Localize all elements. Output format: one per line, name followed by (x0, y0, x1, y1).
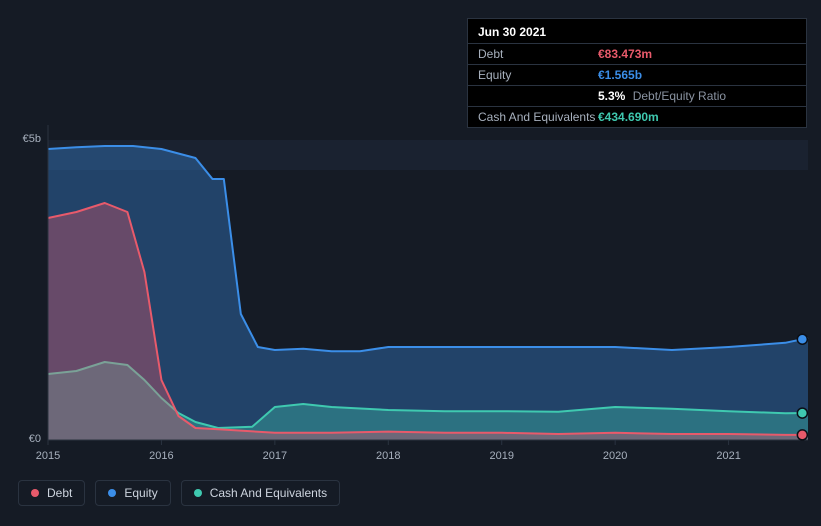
tooltip-row: Cash And Equivalents€434.690m (468, 106, 806, 127)
tooltip-row: Equity€1.565b (468, 64, 806, 85)
legend-item[interactable]: Cash And Equivalents (181, 480, 340, 506)
chart-legend: Debt Equity Cash And Equivalents (18, 480, 340, 506)
x-axis-tick-label: 2016 (149, 450, 173, 462)
tooltip-row-label (478, 89, 598, 103)
tooltip-row-value: €1.565b (598, 68, 642, 82)
legend-label: Cash And Equivalents (210, 486, 327, 500)
tooltip-row-label: Equity (478, 68, 598, 82)
chart-tooltip: Jun 30 2021 Debt€83.473mEquity€1.565b5.3… (467, 18, 807, 128)
legend-dot-icon (31, 489, 39, 497)
legend-item[interactable]: Equity (95, 480, 170, 506)
legend-dot-icon (194, 489, 202, 497)
y-axis-tick-label: €0 (1, 433, 41, 445)
x-axis-tick-label: 2018 (376, 450, 400, 462)
x-axis-tick-label: 2017 (263, 450, 287, 462)
legend-dot-icon (108, 489, 116, 497)
x-axis-tick-label: 2015 (36, 450, 60, 462)
tooltip-row-suffix: Debt/Equity Ratio (629, 89, 726, 103)
tooltip-row-label: Debt (478, 47, 598, 61)
x-axis-labels: 2015 2016 2017 2018 2019 2020 2021 (0, 450, 821, 470)
legend-label: Equity (124, 486, 157, 500)
y-axis-tick-label: €5b (1, 133, 41, 145)
legend-label: Debt (47, 486, 72, 500)
tooltip-row: Debt€83.473m (468, 43, 806, 64)
x-axis-tick-label: 2020 (603, 450, 627, 462)
x-axis-tick-label: 2021 (716, 450, 740, 462)
legend-item[interactable]: Debt (18, 480, 85, 506)
tooltip-row-label: Cash And Equivalents (478, 110, 598, 124)
x-axis-tick-label: 2019 (489, 450, 513, 462)
tooltip-row-value: €83.473m (598, 47, 652, 61)
tooltip-date: Jun 30 2021 (468, 19, 806, 43)
tooltip-row-value: 5.3% Debt/Equity Ratio (598, 89, 726, 103)
tooltip-row-value: €434.690m (598, 110, 659, 124)
tooltip-row: 5.3% Debt/Equity Ratio (468, 85, 806, 106)
